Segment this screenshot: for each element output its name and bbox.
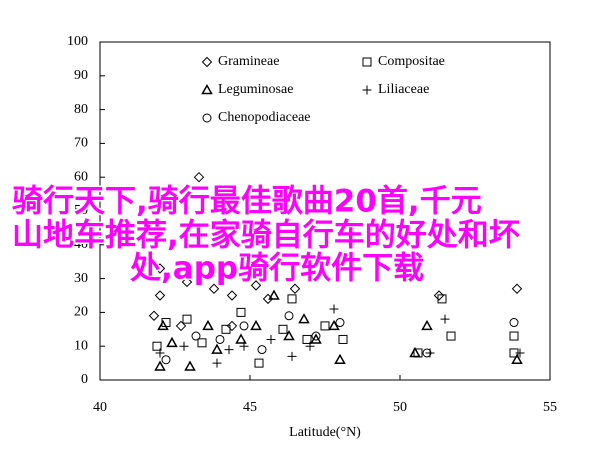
point	[254, 358, 264, 368]
y-tick-label: 10	[74, 338, 88, 353]
point	[211, 343, 223, 354]
point	[224, 345, 234, 355]
point	[446, 331, 456, 341]
x-tick-label: 40	[93, 400, 107, 415]
y-tick-label: 0	[81, 372, 88, 387]
point	[235, 333, 247, 344]
point	[253, 256, 265, 267]
point	[283, 330, 295, 341]
y-tick-label: 80	[74, 102, 88, 117]
point	[257, 345, 267, 355]
y-tick-label: 70	[74, 136, 88, 151]
legend-marker	[201, 83, 213, 95]
point	[239, 321, 249, 331]
point	[148, 310, 160, 321]
point	[181, 276, 193, 288]
point	[422, 348, 432, 358]
point	[310, 333, 322, 344]
point	[154, 263, 166, 274]
overlay-text: 骑行天下,骑行最佳歌曲20首,千元	[12, 184, 482, 220]
point	[287, 351, 297, 361]
x-tick-label: 55	[543, 400, 557, 415]
point	[154, 290, 166, 301]
point	[334, 353, 346, 364]
point	[335, 318, 345, 328]
point	[202, 319, 214, 331]
y-tick-label: 50	[74, 203, 88, 218]
legend-marker	[362, 85, 372, 95]
point	[179, 341, 189, 351]
legend-label: Gramineae	[218, 54, 279, 69]
y-tick-label: 90	[74, 68, 88, 83]
point	[421, 319, 433, 331]
point	[437, 294, 447, 304]
point	[278, 324, 288, 334]
point	[440, 314, 450, 324]
point	[161, 355, 171, 365]
point	[298, 313, 310, 324]
y-tick-label: 100	[67, 34, 88, 49]
point	[338, 334, 348, 344]
point	[320, 321, 330, 331]
legend-label: Leguminosae	[218, 82, 293, 97]
legend-marker	[201, 56, 213, 68]
legend-marker	[202, 113, 212, 123]
point	[515, 348, 525, 358]
point	[166, 336, 178, 348]
y-tick-label: 60	[74, 169, 88, 184]
point	[197, 338, 207, 348]
y-tick-label: 30	[74, 271, 88, 286]
point	[302, 334, 312, 344]
x-tick-label: 50	[393, 400, 407, 415]
legend-label: Chenopodiaceae	[218, 110, 311, 125]
point	[266, 334, 276, 344]
point	[226, 290, 238, 301]
point	[239, 341, 249, 351]
point	[311, 331, 321, 341]
point	[250, 280, 262, 291]
point	[305, 341, 315, 351]
point	[212, 358, 222, 368]
overlay-text: 山地车推荐,在家骑自行车的好处和坏	[12, 218, 520, 254]
point	[329, 304, 339, 314]
legend-marker	[362, 57, 372, 67]
point	[287, 294, 297, 304]
point	[208, 283, 220, 294]
point	[152, 341, 162, 351]
point	[511, 283, 523, 294]
point	[289, 283, 301, 294]
point	[193, 171, 205, 183]
y-tick-label: 20	[74, 305, 88, 320]
overlay-text: 处,app骑行软件下载	[129, 251, 424, 287]
point	[328, 319, 340, 331]
x-axis-title: Latitude(°N)	[289, 425, 361, 440]
point	[191, 331, 201, 341]
point	[509, 331, 519, 341]
legend-label: Compositae	[378, 54, 445, 69]
point	[221, 324, 231, 334]
x-tick-label: 45	[243, 400, 257, 415]
point	[284, 311, 294, 321]
point	[250, 319, 262, 331]
y-tick-label: 40	[74, 237, 88, 252]
point	[236, 307, 246, 317]
point	[409, 346, 421, 358]
point	[268, 289, 280, 300]
point	[182, 314, 192, 324]
point	[175, 320, 187, 332]
point	[155, 348, 165, 358]
point	[157, 319, 169, 331]
legend-label: Liliaceae	[378, 82, 429, 97]
point	[509, 318, 519, 328]
point	[215, 334, 225, 344]
point	[184, 360, 196, 371]
point	[154, 360, 166, 371]
point	[433, 290, 445, 301]
point	[511, 353, 523, 364]
point	[226, 320, 238, 332]
